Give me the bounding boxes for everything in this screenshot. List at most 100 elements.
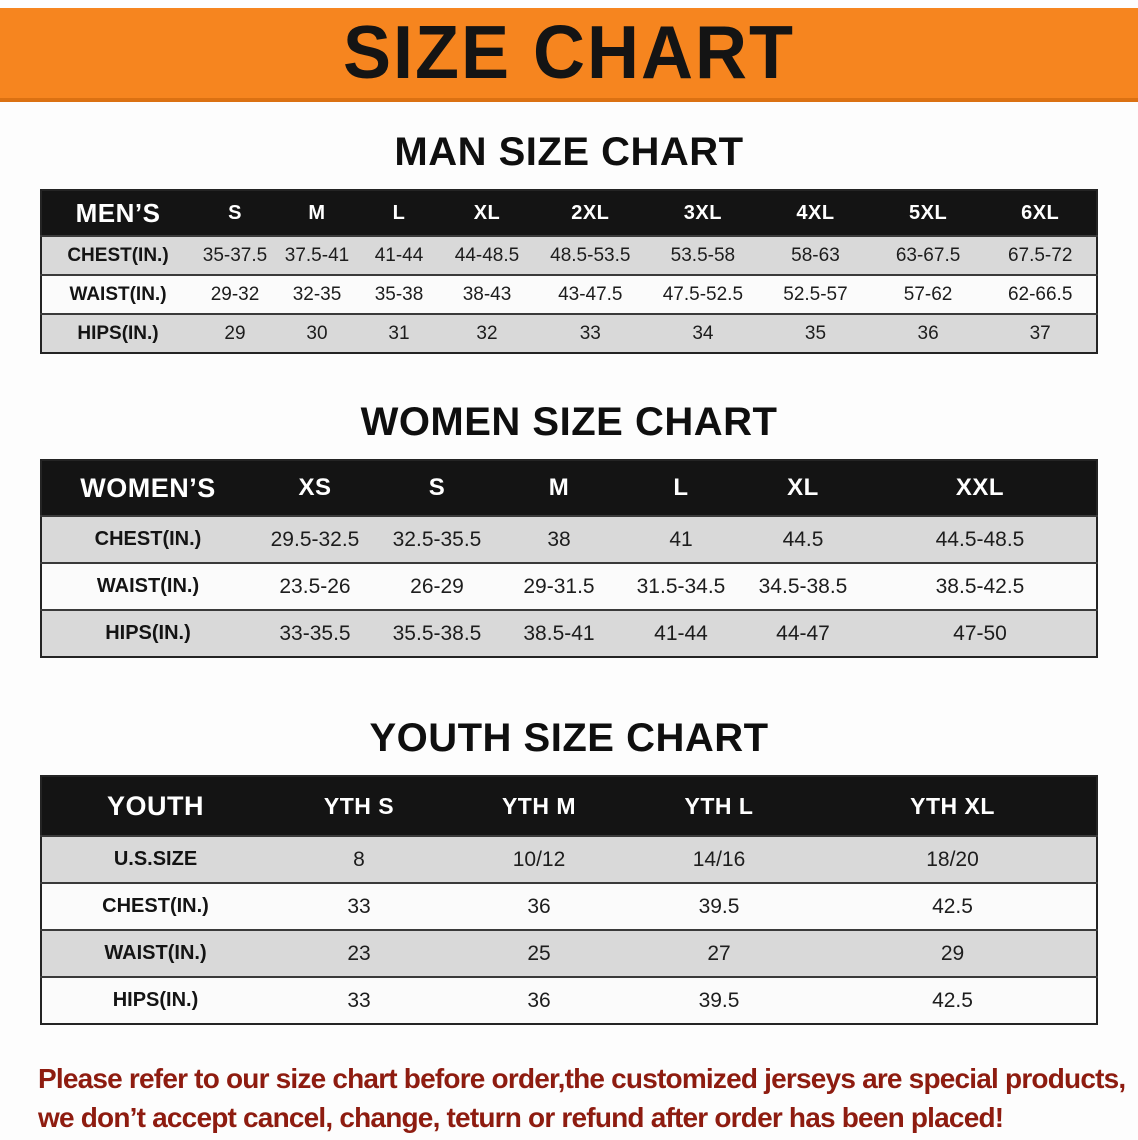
size-value-cell: 31.5-34.5 bbox=[636, 574, 726, 598]
table-row: CHEST(IN.) 33 36 39.5 42.5 bbox=[41, 883, 1097, 930]
size-value-cell: 30 bbox=[306, 322, 328, 344]
size-value-cell: 34.5-38.5 bbox=[758, 574, 848, 598]
size-value-cell: 63-67.5 bbox=[895, 244, 961, 266]
size-value-cell: 32 bbox=[476, 322, 498, 344]
size-value-cell: 44-48.5 bbox=[454, 244, 520, 266]
size-value-cell: 33 bbox=[579, 322, 601, 344]
size-value-cell: 35 bbox=[804, 322, 827, 344]
size-value-cell: 44-47 bbox=[776, 621, 830, 645]
size-column-header: 6XL bbox=[984, 190, 1097, 236]
size-value-cell: 29-31.5 bbox=[523, 574, 595, 598]
size-column-header: L bbox=[620, 460, 742, 516]
size-column-header: S bbox=[194, 190, 276, 236]
size-value-cell: 32-35 bbox=[292, 283, 342, 305]
size-value-cell: 35-38 bbox=[374, 283, 424, 305]
size-value-cell: 27 bbox=[707, 941, 731, 965]
row-label: HIPS(IN.) bbox=[105, 622, 191, 644]
size-value-cell: 14/16 bbox=[692, 847, 746, 871]
size-value-cell: 47.5-52.5 bbox=[662, 283, 744, 305]
size-value-cell: 33 bbox=[347, 988, 371, 1012]
size-value-cell: 41-44 bbox=[374, 244, 424, 266]
size-value-cell: 36 bbox=[527, 894, 551, 918]
size-value-cell: 37 bbox=[1029, 322, 1051, 344]
table-header-row: YOUTH YTH S YTH M YTH L YTH XL bbox=[41, 776, 1097, 836]
size-column-header: XL bbox=[742, 460, 864, 516]
size-value-cell: 32.5-35.5 bbox=[392, 527, 482, 551]
table-row: CHEST(IN.) 29.5-32.5 32.5-35.5 38 41 44.5 44.5… bbox=[41, 516, 1097, 563]
size-value-cell: 44.5-48.5 bbox=[935, 527, 1025, 551]
table-row: WAIST(IN.) 23.5-26 26-29 29-31.5 31.5-34.5 34… bbox=[41, 563, 1097, 610]
size-column-header: 5XL bbox=[871, 190, 985, 236]
disclaimer: Please refer to our size chart before or… bbox=[38, 1059, 1138, 1137]
size-value-cell: 53.5-58 bbox=[670, 244, 736, 266]
row-label: CHEST(IN.) bbox=[67, 244, 169, 266]
row-label: HIPS(IN.) bbox=[112, 989, 199, 1011]
size-column-header: 4XL bbox=[759, 190, 872, 236]
size-value-cell: 36 bbox=[527, 988, 551, 1012]
size-value-cell: 67.5-72 bbox=[1007, 244, 1073, 266]
women-size-section: WOMEN SIZE CHART WOMEN’S XS S M L XL XXL CHEST(… bbox=[0, 400, 1138, 658]
size-value-cell: 31 bbox=[388, 322, 410, 344]
size-column-header: YTH L bbox=[629, 776, 809, 836]
table-corner-label: YOUTH bbox=[41, 776, 269, 836]
disclaimer-line1: Please refer to our size chart before or… bbox=[38, 1063, 1126, 1094]
size-value-cell: 35.5-38.5 bbox=[392, 621, 482, 645]
women-size-table: WOMEN’S XS S M L XL XXL CHEST(IN.) 29.5-32.5 32.5… bbox=[40, 459, 1098, 658]
table-row: WAIST(IN.) 23 25 27 29 bbox=[41, 930, 1097, 977]
youth-size-section: YOUTH SIZE CHART YOUTH YTH S YTH M YTH L YTH… bbox=[0, 716, 1138, 1025]
table-row: HIPS(IN.) 33 36 39.5 42.5 bbox=[41, 977, 1097, 1024]
size-value-cell: 57-62 bbox=[903, 283, 953, 305]
size-column-header: L bbox=[358, 190, 440, 236]
size-column-header: YTH M bbox=[449, 776, 629, 836]
size-value-cell: 37.5-41 bbox=[284, 244, 350, 266]
size-column-header: XS bbox=[254, 460, 376, 516]
size-value-cell: 26-29 bbox=[410, 574, 464, 598]
size-value-cell: 33 bbox=[347, 894, 371, 918]
size-value-cell: 41-44 bbox=[654, 621, 708, 645]
size-column-header: 3XL bbox=[646, 190, 760, 236]
table-corner-label: MEN’S bbox=[41, 190, 194, 236]
size-column-header: 2XL bbox=[534, 190, 647, 236]
size-value-cell: 48.5-53.5 bbox=[550, 244, 631, 266]
men-size-section: MAN SIZE CHART MEN’S S M L XL 2XL 3XL 4XL 5XL 6XL… bbox=[0, 130, 1138, 354]
size-value-cell: 10/12 bbox=[512, 847, 566, 871]
size-chart-page: SIZE CHART MAN SIZE CHART MEN’S S M L XL 2XL 3… bbox=[0, 8, 1138, 1137]
size-value-cell: 38.5-42.5 bbox=[935, 574, 1025, 598]
table-row: HIPS(IN.) 33-35.5 35.5-38.5 38.5-41 41-44 44-… bbox=[41, 610, 1097, 657]
size-value-cell: 25 bbox=[527, 941, 551, 965]
row-label: WAIST(IN.) bbox=[69, 283, 167, 305]
size-value-cell: 38 bbox=[547, 527, 571, 551]
size-value-cell: 38.5-41 bbox=[523, 621, 595, 645]
row-label: WAIST(IN.) bbox=[104, 942, 207, 964]
men-size-table: MEN’S S M L XL 2XL 3XL 4XL 5XL 6XL CHEST(IN.) 35-37… bbox=[40, 189, 1098, 354]
size-value-cell: 23.5-26 bbox=[279, 574, 351, 598]
youth-size-table: YOUTH YTH S YTH M YTH L YTH XL U.S.SIZE 8 10/12… bbox=[40, 775, 1098, 1025]
youth-section-title: YOUTH SIZE CHART bbox=[369, 716, 769, 760]
row-label: CHEST(IN.) bbox=[102, 895, 209, 917]
size-value-cell: 29 bbox=[224, 322, 246, 344]
size-value-cell: 38-43 bbox=[462, 283, 512, 305]
size-value-cell: 62-66.5 bbox=[1007, 283, 1073, 305]
size-value-cell: 29-32 bbox=[210, 283, 260, 305]
size-value-cell: 18/20 bbox=[926, 847, 979, 871]
size-column-header: XXL bbox=[864, 460, 1097, 516]
size-value-cell: 8 bbox=[353, 847, 365, 871]
row-label: CHEST(IN.) bbox=[94, 528, 202, 550]
banner-title: SIZE CHART bbox=[343, 11, 795, 95]
banner: SIZE CHART bbox=[0, 8, 1138, 102]
row-label: HIPS(IN.) bbox=[77, 322, 159, 344]
table-row: U.S.SIZE 8 10/12 14/16 18/20 bbox=[41, 836, 1097, 883]
size-column-header: M bbox=[498, 460, 620, 516]
table-corner-label: WOMEN’S bbox=[41, 460, 254, 516]
women-section-title: WOMEN SIZE CHART bbox=[360, 400, 778, 444]
men-section-title: MAN SIZE CHART bbox=[394, 130, 744, 174]
size-column-header: YTH S bbox=[269, 776, 449, 836]
table-header-row: WOMEN’S XS S M L XL XXL bbox=[41, 460, 1097, 516]
size-value-cell: 35-37.5 bbox=[202, 244, 268, 266]
size-value-cell: 29 bbox=[940, 941, 965, 965]
size-value-cell: 47-50 bbox=[953, 621, 1007, 645]
size-column-header: YTH XL bbox=[809, 776, 1097, 836]
size-column-header: M bbox=[276, 190, 358, 236]
size-value-cell: 29.5-32.5 bbox=[270, 527, 360, 551]
size-value-cell: 39.5 bbox=[698, 894, 740, 918]
